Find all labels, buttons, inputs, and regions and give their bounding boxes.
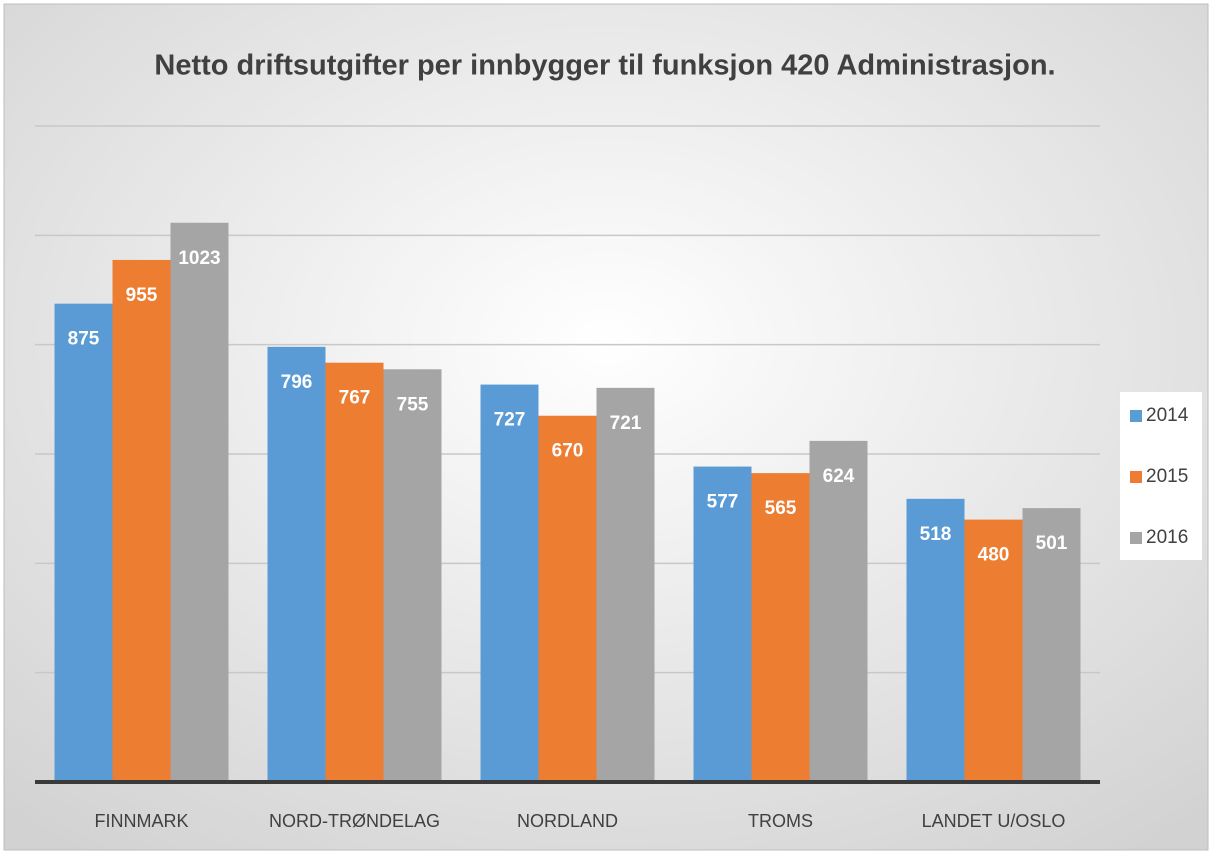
data-label: 1023 [178,248,220,269]
bar [112,259,171,782]
bar [383,369,442,782]
data-label: 796 [281,372,313,393]
x-tick-label: TROMS [748,811,813,831]
bar [170,222,229,782]
data-label: 624 [823,466,855,487]
bar [1022,508,1081,782]
data-label: 565 [765,498,797,519]
chart-title: Netto driftsutgifter per innbygger til f… [154,50,1055,82]
bar [809,440,868,782]
legend-label: 2014 [1146,405,1189,426]
x-tick-label: NORDLAND [517,811,618,831]
bar [906,498,965,782]
bar [267,346,326,782]
bar [538,415,597,782]
legend-swatch [1130,532,1142,544]
data-label: 755 [397,394,429,415]
data-label: 670 [552,441,584,462]
data-label: 518 [920,524,952,545]
data-label: 721 [610,413,642,434]
x-tick-label: LANDET U/OSLO [922,811,1066,831]
x-tick-label: FINNMARK [95,811,189,831]
data-label: 727 [494,410,526,431]
data-label: 955 [126,285,158,306]
bar [596,387,655,782]
bar [693,466,752,782]
data-label: 501 [1036,533,1068,554]
bar [54,303,113,782]
legend-label: 2016 [1146,527,1188,548]
legend-label: 2015 [1146,466,1188,487]
data-label: 875 [68,329,100,350]
legend-swatch [1130,410,1142,422]
data-label: 480 [978,545,1010,566]
x-tick-label: NORD-TRØNDELAG [269,811,440,831]
bar [751,473,810,782]
data-label: 577 [707,492,739,513]
bar [964,519,1023,782]
bar [480,384,539,782]
data-label: 767 [339,388,371,409]
legend-swatch [1130,471,1142,483]
bar [325,362,384,782]
